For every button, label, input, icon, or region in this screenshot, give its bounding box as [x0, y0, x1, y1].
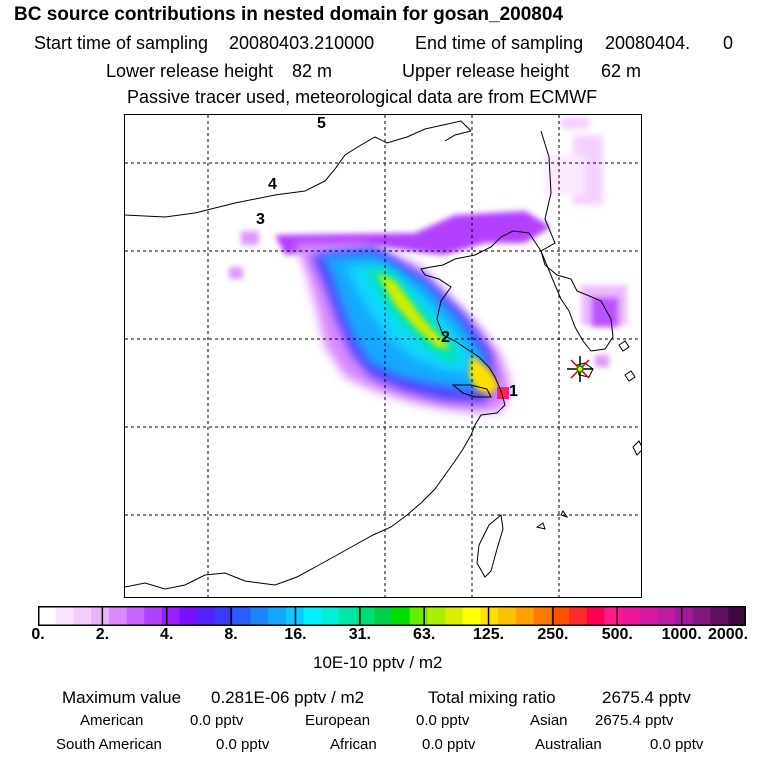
- colorbar-swatch: [338, 606, 358, 626]
- colorbar-swatch: [303, 606, 322, 626]
- receptor-marker: [567, 356, 593, 382]
- colorbar-swatch: [161, 606, 181, 626]
- colorbar-swatch: [179, 606, 198, 626]
- upper-release-label: Upper release height: [402, 61, 570, 81]
- end-sampling-extra: 0: [723, 33, 734, 53]
- contribution-name: European: [305, 712, 371, 729]
- colorbar-swatch: [73, 606, 92, 626]
- colorbar-tick-label: 16.: [284, 626, 307, 643]
- colorbar-swatch: [604, 606, 623, 626]
- contribution-name: Australian: [535, 736, 602, 753]
- colorbar-swatch: [374, 606, 393, 626]
- colorbar-swatch: [515, 606, 535, 626]
- colorbar-swatch: [551, 606, 570, 626]
- contribution-value: 0.0 pptv: [190, 712, 244, 729]
- colorbar-tick-label: 0.: [31, 626, 45, 643]
- trajectory-labels: 1 2 3 4 5: [256, 115, 518, 400]
- colorbar-swatch: [480, 606, 499, 626]
- contribution-name: South American: [56, 736, 162, 753]
- contribution-name: African: [330, 736, 377, 753]
- colorbar-swatch: [533, 606, 552, 626]
- colorbar-swatch: [392, 606, 411, 626]
- upper-release-value: 62 m: [601, 61, 642, 81]
- coastlines: [125, 120, 641, 590]
- colorbar-swatch: [427, 606, 446, 626]
- colorbar-swatch: [657, 606, 676, 626]
- colorbar-swatch: [55, 606, 74, 626]
- colorbar-tick-label: 250.: [537, 626, 569, 643]
- max-value: 0.281E-06 pptv / m2: [211, 688, 365, 707]
- colorbar-swatch: [38, 606, 57, 626]
- colorbar-tick-label: 2000.: [707, 626, 749, 643]
- colorbar-tick-label: 2.: [95, 626, 110, 643]
- colorbar-tick-label: 125.: [472, 626, 505, 643]
- colorbar-swatch: [126, 606, 145, 626]
- trajectory-label-3: 3: [256, 211, 265, 228]
- colorbar-swatch: [639, 606, 658, 626]
- trajectory-label-2: 2: [441, 329, 450, 346]
- colorbar-swatch: [144, 606, 163, 626]
- contribution-value: 0.0 pptv: [422, 736, 476, 753]
- colorbar-swatch: [197, 606, 216, 626]
- colorbar-tick-label: 4.: [160, 626, 174, 643]
- colorbar-units: 10E-10 pptv / m2: [313, 653, 443, 672]
- trajectory-label-1: 1: [509, 383, 518, 400]
- colorbar-swatch: [232, 606, 251, 626]
- total-mixing-value: 2675.4 pptv: [602, 688, 691, 707]
- colorbar-swatch: [586, 606, 605, 626]
- colorbar-swatch: [692, 606, 712, 626]
- colorbar-tick-label: 1000.: [661, 626, 702, 643]
- colorbar-swatch: [445, 606, 464, 626]
- map-svg: 1 2 3 4 5: [125, 115, 641, 597]
- colorbar-swatch: [569, 606, 588, 626]
- colorbar-swatch: [268, 606, 287, 626]
- colorbar-tick-label: 31.: [348, 626, 371, 643]
- colorbar-tick-label: 500.: [601, 626, 633, 643]
- contribution-value: 2675.4 pptv: [595, 712, 674, 729]
- trajectory-label-4: 4: [268, 176, 277, 193]
- total-mixing-label: Total mixing ratio: [428, 688, 556, 707]
- colorbar-tick-label: 63.: [413, 626, 436, 643]
- colorbar-swatch: [622, 606, 641, 626]
- colorbar-swatch: [498, 606, 517, 626]
- end-sampling-label: End time of sampling: [415, 33, 584, 53]
- contribution-value: 0.0 pptv: [650, 736, 704, 753]
- colorbar-swatch: [675, 606, 694, 626]
- page-title: BC source contributions in nested domain…: [14, 4, 564, 25]
- start-sampling-label: Start time of sampling: [34, 33, 209, 53]
- end-sampling-value: 20080404.: [605, 33, 691, 53]
- colorbar: [38, 606, 746, 626]
- colorbar-swatch: [462, 606, 481, 626]
- colorbar-tick-label: 8.: [224, 626, 238, 643]
- start-sampling-value: 20080403.210000: [229, 33, 375, 53]
- contribution-name: Asian: [530, 712, 568, 729]
- colorbar-swatch: [321, 606, 340, 626]
- colorbar-swatch: [250, 606, 269, 626]
- map-panel: 1 2 3 4 5: [124, 114, 642, 598]
- colorbar-swatch: [710, 606, 729, 626]
- colorbar-swatch: [728, 606, 746, 626]
- contribution-name: American: [80, 712, 144, 729]
- lower-release-value: 82 m: [292, 61, 333, 81]
- colorbar-swatch: [91, 606, 110, 626]
- contribution-value: 0.0 pptv: [416, 712, 470, 729]
- concentration-field: [229, 117, 627, 413]
- colorbar-swatch: [108, 606, 127, 626]
- colorbar-swatch: [356, 606, 375, 626]
- max-value-label: Maximum value: [62, 688, 182, 707]
- colorbar-swatch: [215, 606, 234, 626]
- contribution-value: 0.0 pptv: [216, 736, 270, 753]
- trajectory-label-5: 5: [317, 115, 326, 132]
- colorbar-swatch: [409, 606, 428, 626]
- tracer-note: Passive tracer used, meteorological data…: [127, 87, 598, 107]
- colorbar-border: [38, 606, 746, 626]
- lat-lon-grid: [125, 115, 641, 597]
- lower-release-label: Lower release height: [106, 61, 274, 81]
